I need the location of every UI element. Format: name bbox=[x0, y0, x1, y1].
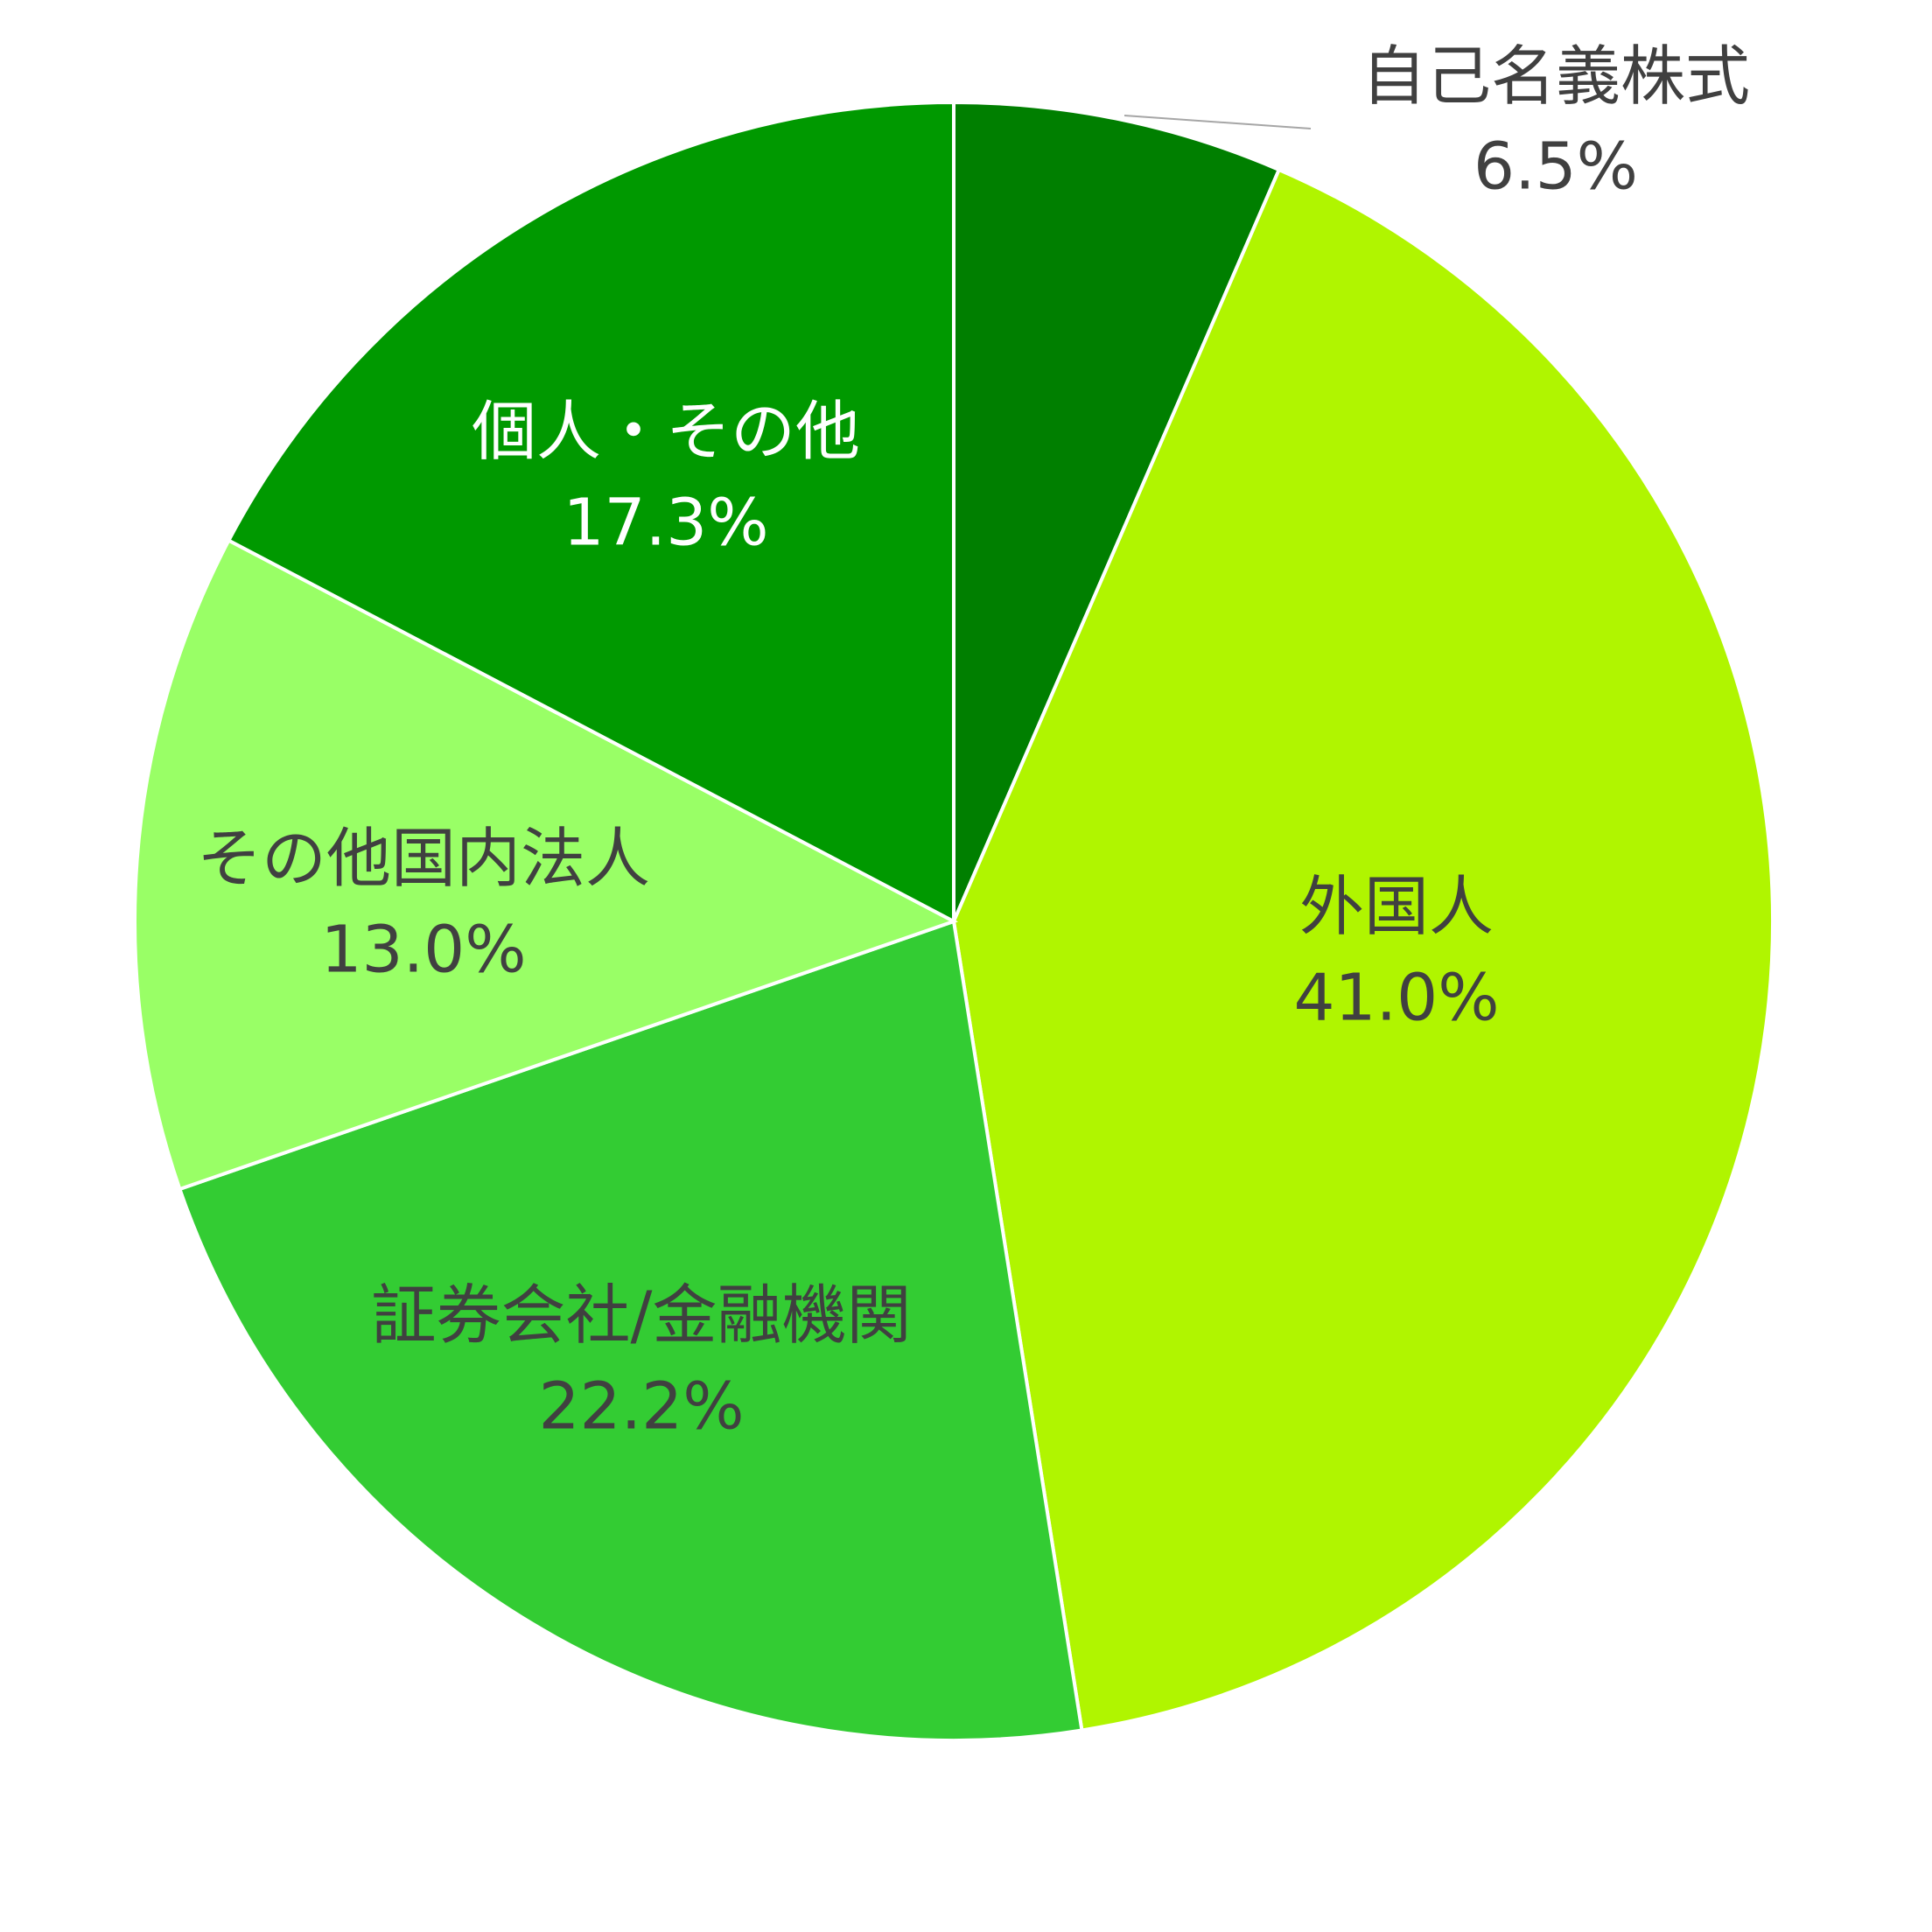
pie-slice bbox=[226, 100, 956, 925]
slice-label: 個人・その他 bbox=[472, 395, 860, 470]
pie-slice bbox=[952, 100, 1282, 922]
value-label: 22.2% bbox=[538, 1369, 744, 1445]
value-label: 17.3% bbox=[563, 486, 768, 561]
slice-label: その他国内法人 bbox=[197, 822, 650, 897]
value-label: 13.0% bbox=[320, 913, 526, 988]
pie-slice bbox=[133, 537, 959, 1192]
value-label: 6.5% bbox=[1474, 130, 1638, 205]
slice-label: 証券会社/金融機関 bbox=[372, 1278, 912, 1354]
pie-slice bbox=[951, 167, 1774, 1732]
slice-label: 自己名義株式 bbox=[1362, 39, 1750, 115]
pie-slice bbox=[177, 919, 1084, 1742]
value-label: 41.0% bbox=[1293, 961, 1499, 1036]
slice-label: 外国人 bbox=[1299, 870, 1494, 945]
leader-line bbox=[1124, 115, 1312, 130]
